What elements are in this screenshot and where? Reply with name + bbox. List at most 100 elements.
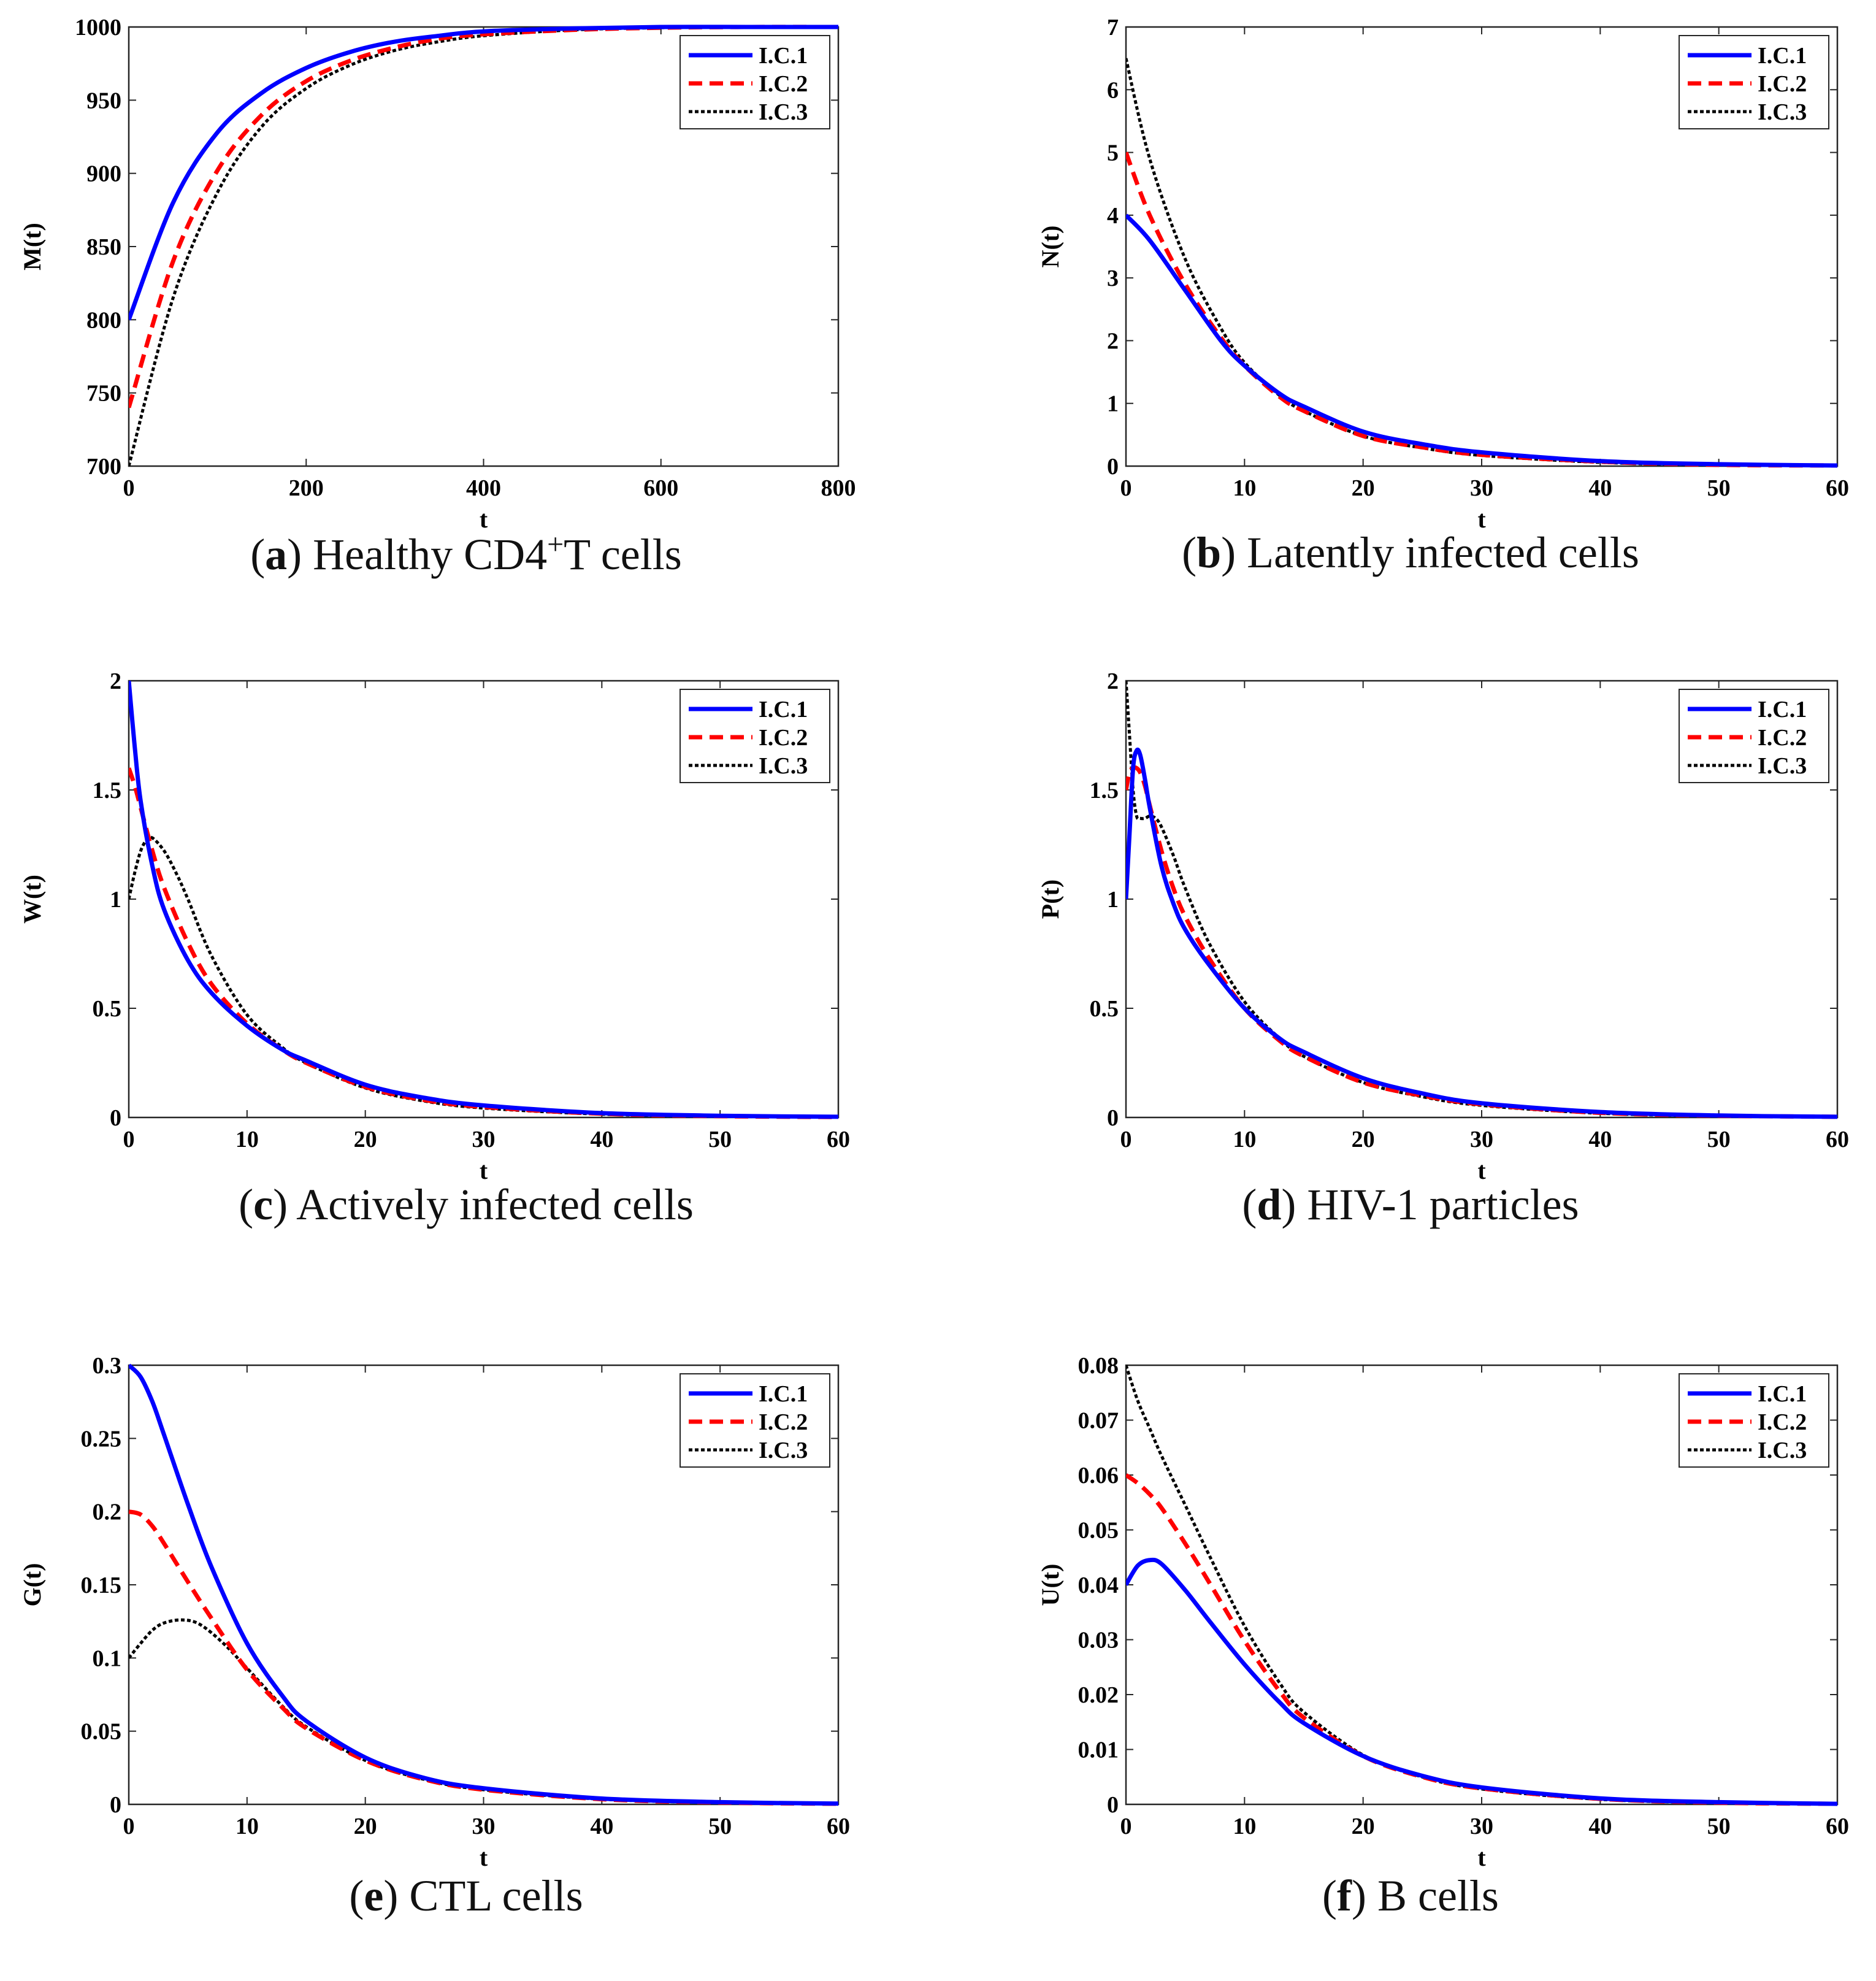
x-tick-label: 40: [1588, 1814, 1612, 1839]
chart-panel-d: 0 10 20 30 40 50 60 0 0.5 1 1.5 2 t P(t) I.C.1 I.C.2I.C…: [1036, 669, 1849, 1184]
x-tick-label: 0: [123, 1127, 135, 1152]
y-tick-label: 0.08: [1078, 1353, 1119, 1379]
legend-box: [680, 689, 830, 783]
panel-caption: (e) CTL cells: [349, 1871, 583, 1920]
legend-label: I.C.3: [759, 753, 808, 779]
y-tick-label: 700: [86, 454, 121, 480]
legend-label: I.C.2: [759, 71, 808, 97]
x-tick-label: 0: [123, 475, 135, 501]
y-tick-label: 1.5: [93, 778, 122, 803]
legend-box: [680, 1373, 830, 1468]
legend-box: [680, 35, 830, 129]
y-tick-label: 0.15: [81, 1573, 122, 1598]
y-tick-label: 0: [110, 1792, 121, 1818]
x-tick-label: 0: [123, 1814, 135, 1839]
x-tick-label: 20: [1352, 475, 1375, 501]
caption-text: Actively infected cells: [296, 1180, 694, 1229]
x-tick-label: 50: [708, 1814, 732, 1839]
y-tick-label: 1: [110, 887, 121, 913]
series-line-ic1: [129, 25, 838, 321]
x-tick-label: 50: [1707, 1127, 1731, 1152]
y-tick-label: 0.06: [1078, 1463, 1119, 1489]
y-tick-label: 1.5: [1090, 778, 1119, 803]
legend-label: I.C.1: [759, 697, 808, 722]
panel-caption: (c) Actively infected cells: [239, 1180, 694, 1229]
y-tick-label: 5: [1107, 140, 1119, 166]
x-tick-label: 60: [1826, 1814, 1849, 1839]
caption-letter: b: [1196, 528, 1222, 577]
y-tick-label: 2: [1107, 328, 1119, 354]
x-tick-label: 20: [354, 1127, 377, 1152]
y-tick-label: 0.5: [1090, 996, 1119, 1022]
legend: I.C.1I.C.2I.C.3: [680, 35, 830, 129]
legend-label: I.C.1: [759, 1381, 808, 1407]
y-tick-label: 3: [1107, 266, 1119, 291]
legend: I.C.1 I.C.2I.C.3: [1679, 689, 1829, 783]
y-tick-label: 900: [86, 161, 121, 187]
x-tick-label: 40: [590, 1127, 613, 1152]
y-tick-label: 800: [86, 307, 121, 333]
y-tick-label: 2: [110, 669, 121, 694]
y-tick-label: 0: [110, 1105, 121, 1131]
y-tick-label: 1000: [75, 15, 121, 40]
y-tick-label: 0.2: [93, 1500, 122, 1525]
caption-text: HIV-1 particles: [1307, 1180, 1579, 1229]
y-tick-label: 0.3: [93, 1353, 122, 1379]
x-axis-label: t: [1477, 505, 1486, 533]
caption-letter: a: [265, 530, 288, 579]
legend-label: I.C.3: [759, 1438, 808, 1463]
x-tick-label: 800: [821, 475, 856, 501]
x-axis-label: t: [1477, 1157, 1486, 1184]
y-tick-label: 0.02: [1078, 1682, 1119, 1708]
y-tick-label: 950: [86, 88, 121, 113]
y-tick-label: 1: [1107, 887, 1119, 913]
y-axis-label: N(t): [1036, 226, 1064, 268]
x-tick-label: 30: [1470, 1127, 1493, 1152]
y-tick-label: 0.01: [1078, 1738, 1119, 1763]
x-tick-label: 20: [1352, 1814, 1375, 1839]
caption-letter: c: [253, 1180, 274, 1229]
x-tick-label: 10: [1233, 1814, 1256, 1839]
legend-label: I.C.3: [1758, 753, 1807, 779]
panel-caption: (a) Healthy CD4+T cells: [250, 528, 682, 579]
x-tick-label: 10: [235, 1814, 259, 1839]
legend-label: I.C.3: [1758, 1438, 1807, 1463]
series-line-ic1: [1126, 1557, 1837, 1806]
legend: I.C.1I.C.2I.C.3: [680, 689, 830, 783]
x-axis-label: t: [480, 505, 488, 533]
x-tick-label: 50: [1707, 475, 1731, 501]
x-axis-label: t: [1477, 1844, 1486, 1871]
y-tick-label: 850: [86, 234, 121, 260]
x-tick-label: 60: [827, 1814, 850, 1839]
y-axis-label: G(t): [18, 1563, 46, 1606]
legend-label: I.C.2: [1758, 1409, 1807, 1435]
x-tick-label: 50: [1707, 1814, 1731, 1839]
x-axis-label: t: [480, 1844, 488, 1871]
y-tick-label: 0.07: [1078, 1408, 1119, 1434]
x-tick-label: 50: [708, 1127, 732, 1152]
panel-caption: (f) B cells: [1322, 1871, 1499, 1920]
y-tick-label: 1: [1107, 391, 1119, 417]
legend-label: I.C.2: [1758, 725, 1807, 751]
panel-caption: (b) Latently infected cells: [1182, 528, 1639, 577]
legend: I.C.1I.C.2I.C.3: [1679, 1373, 1829, 1468]
legend: I.C.1I.C.2I.C.3: [1679, 35, 1829, 129]
legend-label: I.C.3: [759, 99, 808, 125]
y-axis-label: P(t): [1036, 879, 1064, 919]
panel-caption: (d) HIV-1 particles: [1242, 1180, 1579, 1229]
legend-label: I.C.3: [1758, 99, 1807, 125]
x-axis-label: t: [480, 1157, 488, 1184]
chart-panel-c: 0 10 20 30 40 50 60 0 0.5 1 1.5 2 t W(t) I.C.1 I.C.2I.C…: [18, 669, 850, 1184]
x-tick-label: 30: [1470, 475, 1493, 501]
x-tick-label: 60: [1826, 1127, 1849, 1152]
x-tick-label: 0: [1120, 1814, 1132, 1839]
legend-label: I.C.1: [1758, 697, 1807, 722]
x-tick-label: 10: [1233, 475, 1256, 501]
x-tick-label: 30: [472, 1814, 496, 1839]
x-tick-label: 30: [1470, 1814, 1493, 1839]
legend-label: I.C.2: [759, 1409, 808, 1435]
legend-label: I.C.2: [1758, 71, 1807, 97]
x-tick-label: 30: [472, 1127, 496, 1152]
y-tick-label: 6: [1107, 77, 1119, 103]
series-line-ic1: [129, 680, 838, 1119]
